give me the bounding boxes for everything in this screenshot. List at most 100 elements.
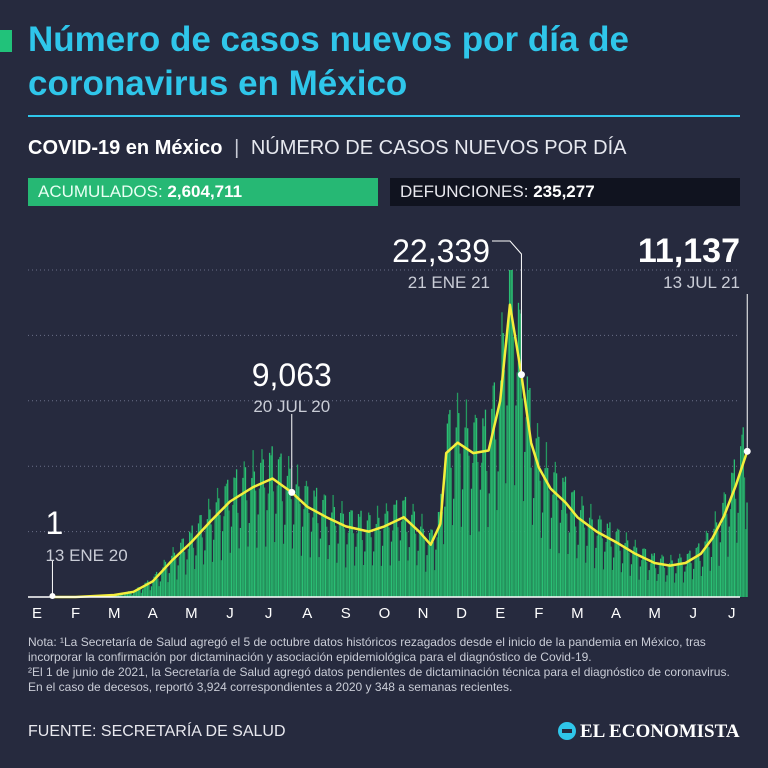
daily-bar (710, 556, 713, 597)
daily-bar (454, 442, 456, 597)
daily-bar (277, 459, 280, 597)
daily-bar (371, 565, 374, 597)
daily-bar (177, 565, 179, 597)
daily-bar (254, 490, 257, 597)
daily-bar (594, 568, 596, 597)
daily-bar (276, 485, 278, 597)
daily-bar (368, 512, 370, 597)
daily-bar (225, 483, 228, 597)
daily-bar (473, 422, 475, 597)
daily-bar (183, 551, 186, 597)
daily-bar (554, 461, 556, 597)
x-tick-label: J (728, 605, 736, 622)
daily-bar (327, 559, 329, 597)
daily-bar (453, 498, 455, 597)
daily-bar (411, 514, 413, 597)
daily-bar (437, 512, 440, 597)
daily-bar (432, 542, 435, 597)
daily-bar (639, 566, 642, 597)
daily-bar (305, 480, 308, 597)
daily-bar (355, 546, 357, 597)
daily-bar (559, 522, 562, 597)
daily-bar (173, 552, 176, 597)
daily-bar (205, 525, 207, 597)
daily-bar (553, 472, 555, 597)
daily-bar (360, 510, 362, 597)
daily-bar (345, 567, 347, 597)
daily-bar (381, 545, 384, 597)
daily-bar (740, 446, 742, 597)
daily-bar (503, 370, 506, 597)
daily-bar (614, 542, 616, 597)
acumulados-label: ACUMULADOS: (38, 182, 163, 201)
daily-bar (158, 586, 160, 597)
daily-bar (272, 491, 275, 597)
daily-bar (742, 427, 744, 597)
daily-bar (168, 573, 170, 597)
daily-bar (333, 507, 336, 597)
daily-bar (210, 524, 212, 597)
daily-bar (187, 548, 190, 597)
daily-bar (145, 582, 148, 597)
subtitle-metric: NÚMERO DE CASOS NUEVOS POR DÍA (250, 137, 627, 159)
daily-bar (699, 560, 701, 597)
daily-bar (712, 537, 714, 597)
daily-bar (577, 544, 579, 597)
daily-bar (249, 487, 252, 597)
daily-bar (281, 501, 283, 597)
daily-bar (326, 526, 328, 597)
x-tick-label: J (689, 605, 697, 622)
daily-bar (228, 510, 230, 597)
daily-bar (674, 582, 676, 597)
daily-bar (724, 494, 727, 597)
daily-bar (418, 531, 421, 597)
daily-bar (216, 487, 219, 597)
x-tick-label: E (495, 605, 505, 622)
daily-bar (667, 564, 669, 597)
daily-bar (698, 543, 700, 597)
daily-bar (619, 550, 621, 597)
x-tick-label: M (185, 605, 198, 622)
daily-bar (701, 566, 704, 597)
daily-bar (129, 591, 131, 597)
daily-bar (150, 586, 153, 597)
daily-bar (524, 451, 526, 597)
daily-bar (379, 530, 381, 597)
daily-bar (378, 517, 380, 597)
daily-bar (460, 526, 462, 597)
title-accent-bar (0, 30, 12, 52)
daily-bar (361, 540, 363, 597)
daily-bar (262, 459, 264, 597)
daily-bar (241, 493, 243, 597)
daily-bar (662, 556, 664, 597)
daily-bar (501, 312, 503, 597)
daily-bar (334, 525, 337, 597)
daily-bar (693, 568, 695, 597)
daily-bar (369, 515, 371, 597)
daily-bar (309, 557, 311, 597)
daily-bar (644, 549, 647, 597)
daily-bar (147, 580, 149, 597)
daily-bar (224, 486, 226, 597)
daily-bar (684, 571, 686, 597)
daily-bar (407, 560, 409, 597)
daily-bar (196, 536, 198, 597)
daily-bar (195, 555, 197, 597)
daily-bar (629, 575, 631, 597)
daily-bar (208, 498, 210, 597)
x-tick-label: M (571, 605, 584, 622)
daily-bar (648, 570, 650, 597)
x-tick-label: J (226, 605, 234, 622)
annotation-date: 13 ENE 20 (45, 546, 127, 565)
daily-bar (563, 481, 565, 597)
daily-bar (337, 543, 339, 597)
daily-bar (304, 485, 306, 597)
daily-bar (441, 511, 443, 597)
daily-bar (672, 566, 675, 597)
x-tick-label: A (148, 605, 158, 622)
daily-bar (616, 528, 619, 597)
daily-bar (435, 549, 437, 597)
daily-bar (455, 427, 457, 597)
daily-bar (336, 562, 338, 597)
daily-bar (213, 539, 215, 597)
